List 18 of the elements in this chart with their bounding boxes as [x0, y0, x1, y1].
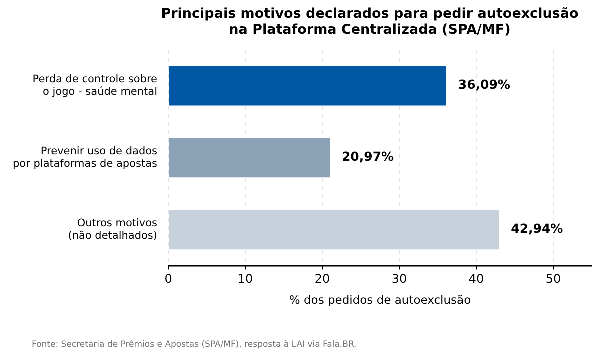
x-tick-label: 20: [314, 272, 330, 286]
bar: [169, 138, 330, 178]
bar: [169, 66, 446, 106]
x-tick-label: 30: [392, 272, 408, 286]
y-tick-label: Prevenir uso de dados por plataformas de apostas: [13, 145, 158, 170]
x-tick-label: 10: [238, 272, 254, 286]
y-tick-label: Outros motivos (não detalhados): [68, 217, 158, 242]
source-note: Fonte: Secretaria de Prêmios e Apostas (SPA/MF), resposta à LAI via Fala.BR.: [32, 340, 357, 350]
data-label: 36,09%: [458, 77, 511, 92]
data-label: 42,94%: [511, 221, 564, 236]
y-tick-label: Perda de controle sobre o jogo - saúde mental: [32, 73, 158, 98]
x-axis-title: % dos pedidos de autoexclusão: [289, 293, 472, 308]
bar: [169, 210, 500, 250]
x-tick-label: 0: [164, 272, 172, 286]
x-tick-label: 50: [546, 272, 562, 286]
data-label: 20,97%: [342, 149, 395, 164]
chart-title: Principais motivos declarados para pedir autoexclusão na Plataforma Centralizada (SPA/MF): [160, 6, 580, 38]
x-tick-label: 40: [468, 272, 484, 286]
